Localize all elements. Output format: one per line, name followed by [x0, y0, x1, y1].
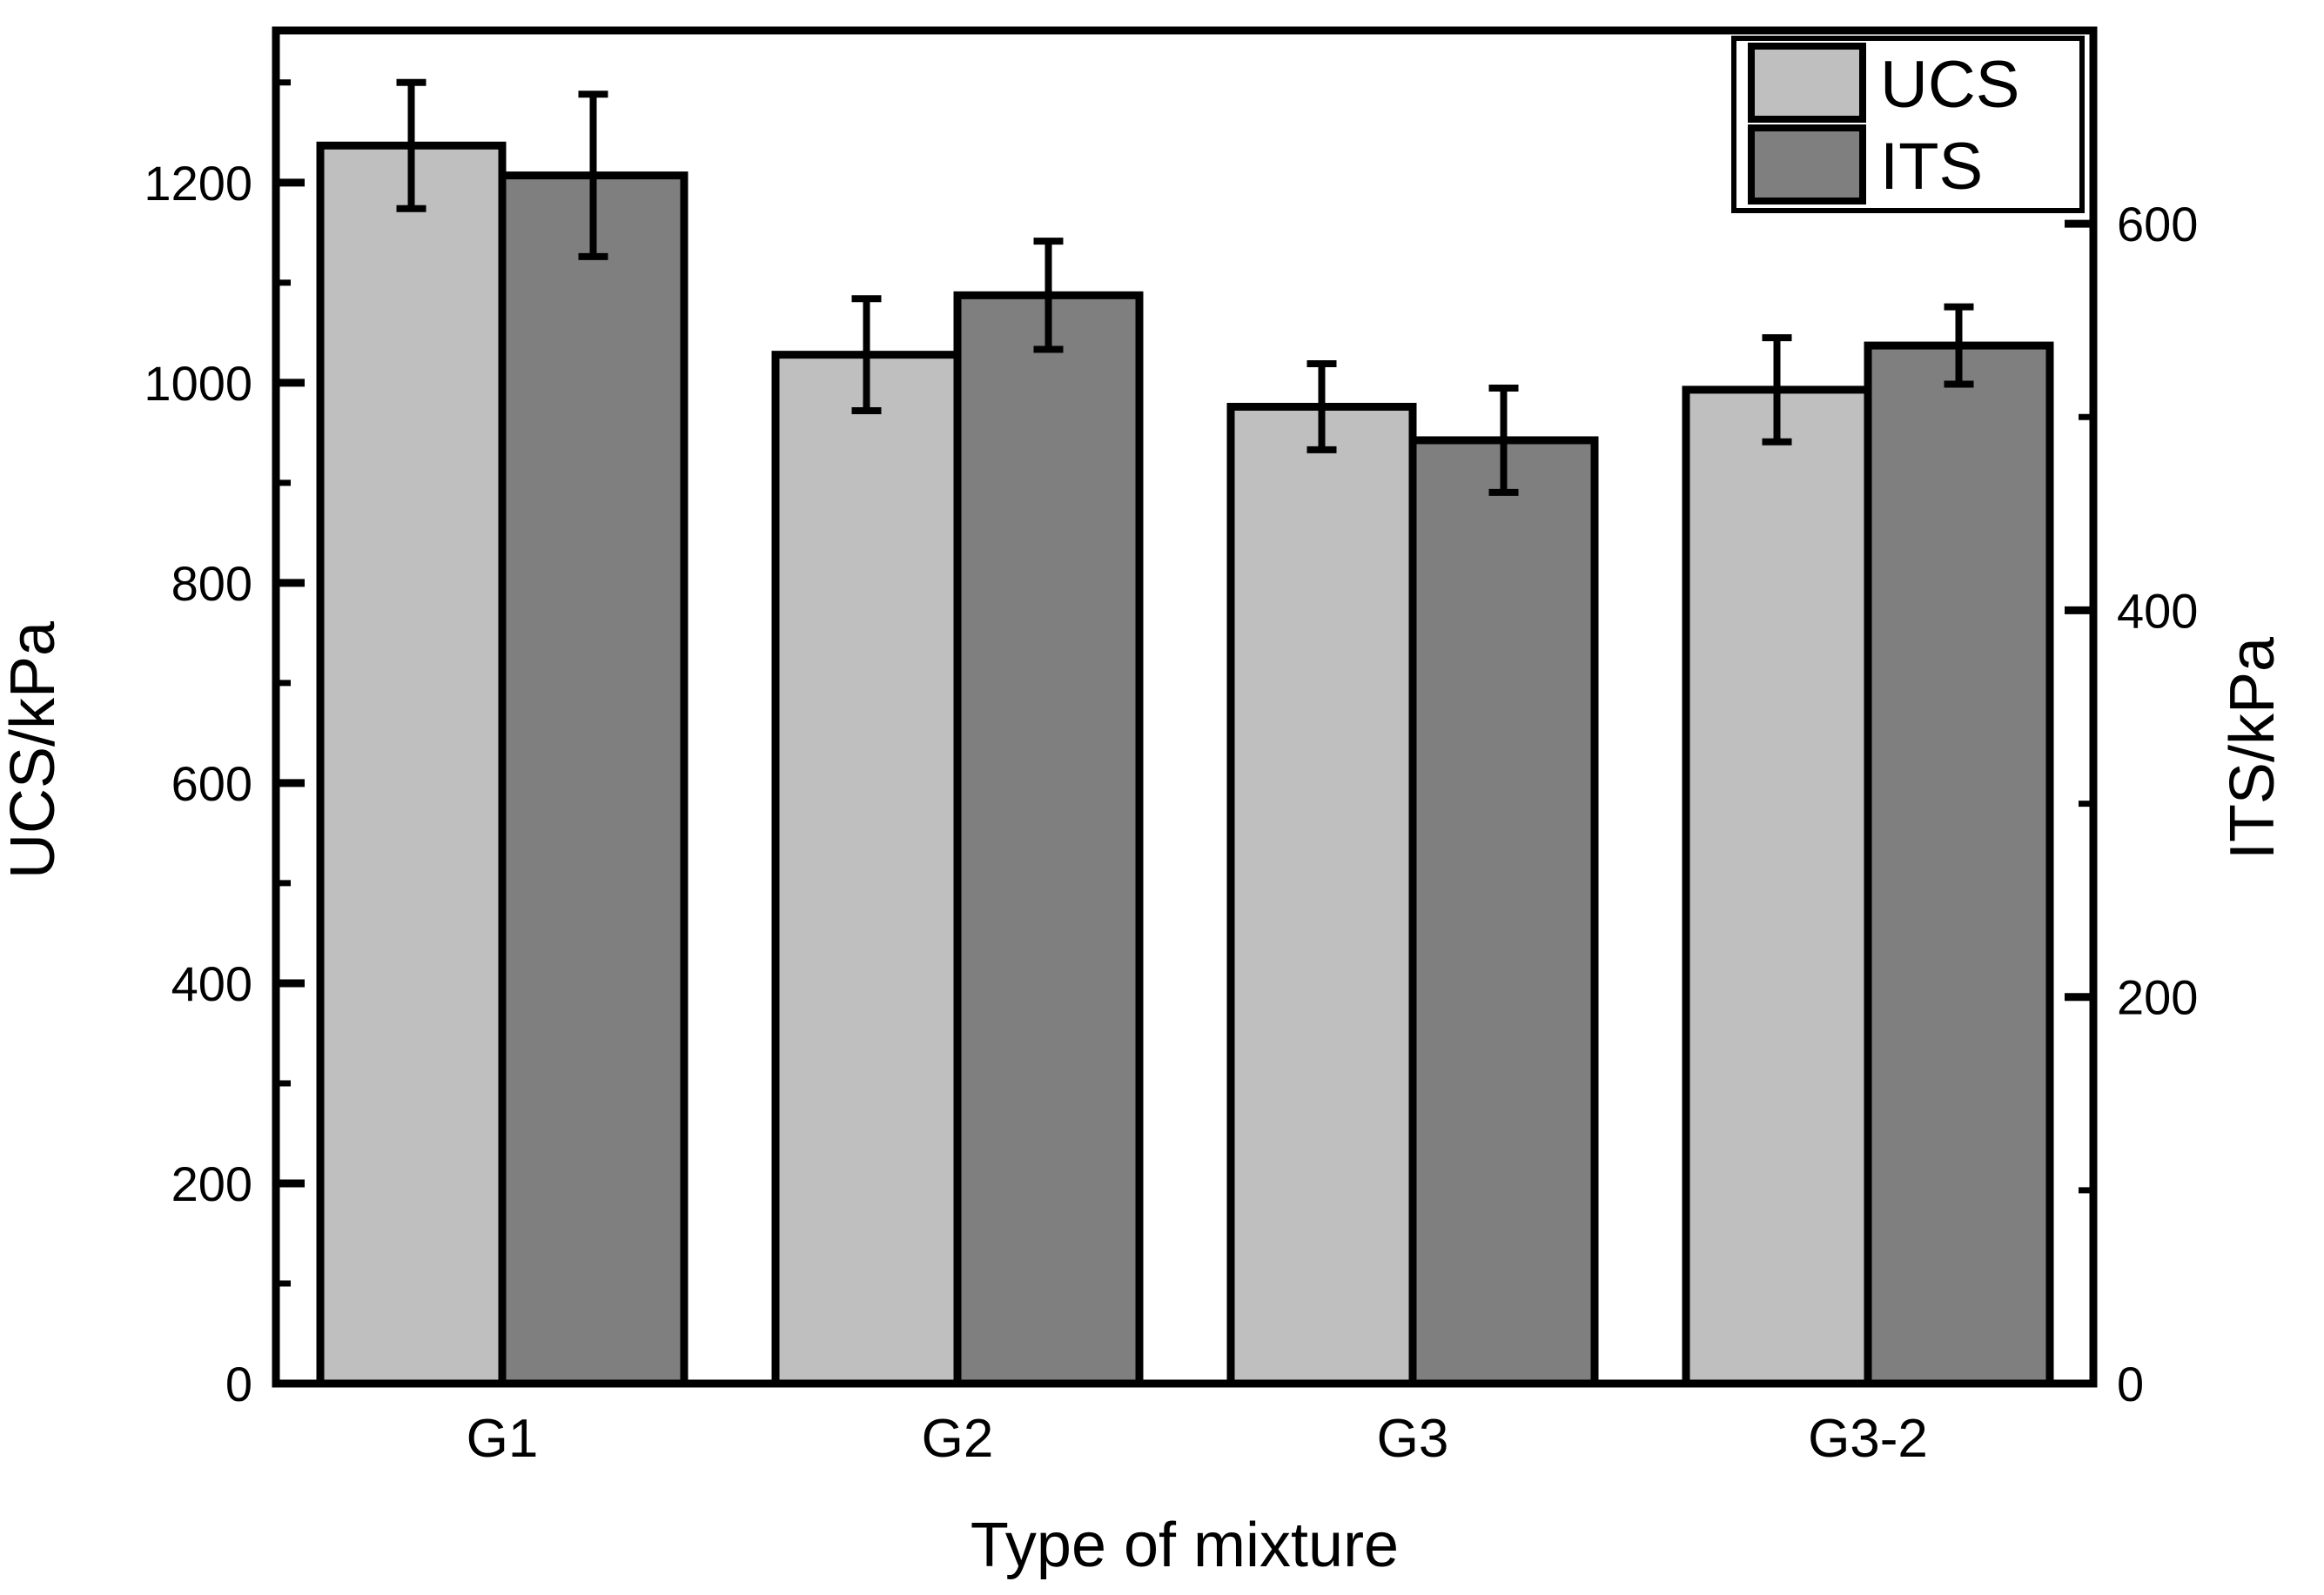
bar-its-g1 [498, 171, 688, 1388]
error-bar-ucs-g3-2 [1762, 334, 1792, 446]
x-tick-label-g2: G2 [922, 1409, 994, 1469]
left-axis-tick-label: 400 [171, 956, 252, 1011]
left-axis-tick-label: 800 [171, 556, 252, 611]
bar-its-g3-2 [1864, 341, 2054, 1388]
bar-ucs-g3 [1226, 402, 1417, 1388]
x-tick-label-g1: G1 [467, 1409, 539, 1469]
right-axis-tick-label: 0 [2117, 1357, 2144, 1411]
left-axis-tick-label: 1000 [144, 356, 252, 411]
legend-swatch-its [1748, 124, 1866, 204]
error-bar-ucs-g3 [1306, 359, 1337, 453]
error-bar-ucs-g1 [396, 78, 427, 212]
bar-ucs-g3-2 [1682, 385, 1872, 1388]
x-tick-label-g3: G3 [1377, 1409, 1449, 1469]
error-bar-its-g1 [578, 90, 608, 260]
bar-ucs-g1 [316, 141, 507, 1388]
left-axis-title: UCS/kPa [0, 620, 68, 879]
x-axis-title: Type of mixture [971, 1511, 1399, 1580]
left-axis-tick-label: 1200 [144, 156, 252, 211]
legend-label-its: ITS [1880, 130, 1983, 204]
right-axis-tick-label: 600 [2117, 197, 2198, 251]
right-axis-title: ITS/kPa [2218, 636, 2287, 860]
legend-label-ucs: UCS [1880, 48, 2019, 122]
legend-swatch-ucs [1748, 43, 1866, 123]
plot-frame [272, 26, 2098, 1388]
right-axis-tick-label: 400 [2117, 583, 2198, 638]
bar-its-g3 [1408, 436, 1599, 1388]
error-bar-its-g3-2 [1944, 303, 1974, 388]
bar-ucs-g2 [771, 351, 962, 1388]
error-bar-its-g2 [1033, 238, 1064, 353]
left-axis-tick-label: 600 [171, 756, 252, 811]
error-bar-ucs-g2 [851, 295, 882, 415]
right-axis-tick-label: 200 [2117, 970, 2198, 1025]
x-tick-label-g3-2: G3-2 [1808, 1409, 1928, 1469]
left-axis-tick-label: 200 [171, 1156, 252, 1211]
error-bar-its-g3 [1488, 384, 1519, 496]
left-axis-tick-label: 0 [225, 1357, 252, 1411]
bar-its-g2 [953, 291, 1144, 1388]
